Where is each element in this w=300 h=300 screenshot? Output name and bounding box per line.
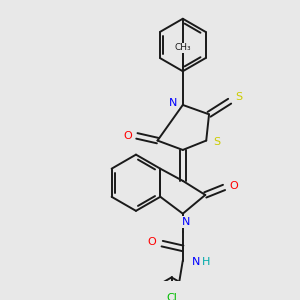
Text: O: O	[229, 181, 238, 190]
Text: N: N	[182, 217, 190, 227]
Text: H: H	[202, 257, 210, 267]
Text: CH₃: CH₃	[175, 43, 191, 52]
Text: S: S	[236, 92, 243, 101]
Text: Cl: Cl	[166, 293, 177, 300]
Text: O: O	[123, 131, 132, 141]
Text: N: N	[192, 257, 200, 267]
Text: O: O	[148, 237, 156, 247]
Text: S: S	[213, 136, 220, 146]
Text: N: N	[169, 98, 178, 108]
